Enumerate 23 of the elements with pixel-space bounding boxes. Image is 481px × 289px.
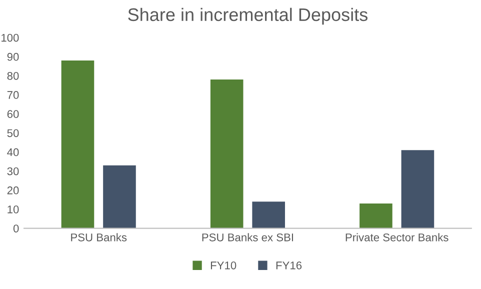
y-tick-label: 90 xyxy=(7,52,19,61)
y-tick-label: 50 xyxy=(7,129,19,138)
bar xyxy=(103,165,136,228)
y-tick-label: 20 xyxy=(7,186,19,194)
legend-label: FY16 xyxy=(276,261,302,270)
y-tick-label: 10 xyxy=(8,206,19,214)
bar xyxy=(360,204,392,228)
y-tick-label: 30 xyxy=(7,167,19,176)
y-tick-label: 80 xyxy=(7,72,19,80)
bar xyxy=(401,150,434,228)
bar xyxy=(252,202,285,228)
y-tick-label: 100 xyxy=(2,34,19,42)
x-tick-label: PSU Banks ex SBI xyxy=(202,233,294,242)
legend-label: FY10 xyxy=(210,261,236,270)
x-tick-label: PSU Banks xyxy=(71,233,127,242)
y-tick-label: 60 xyxy=(7,110,19,118)
bar xyxy=(61,60,94,228)
y-tick-label: 0 xyxy=(13,224,19,232)
y-tick-label: 70 xyxy=(7,91,19,99)
bar xyxy=(210,80,244,228)
chart-title: Share in incremental Deposits xyxy=(128,8,368,25)
y-tick-label: 40 xyxy=(7,148,19,156)
x-tick-label: Private Sector Banks xyxy=(346,233,448,242)
